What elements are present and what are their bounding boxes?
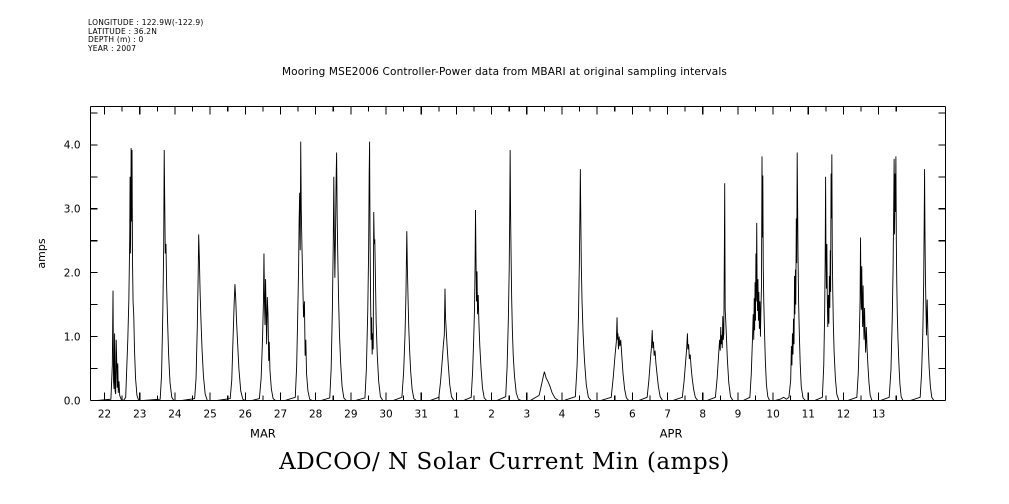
x-tick-label: 9 [735, 409, 742, 421]
x-tick-label: 6 [629, 409, 636, 421]
x-tick-label: 23 [133, 409, 146, 421]
x-tick-label: 24 [168, 409, 182, 421]
metadata-block: LONGITUDE : 122.9W(-122.9) LATITUDE : 36… [88, 18, 204, 53]
y-tick-label: 1.0 [64, 331, 81, 343]
x-tick-label: 25 [203, 409, 216, 421]
metadata-year: YEAR : 2007 [88, 43, 137, 53]
plot-frame [89, 105, 947, 402]
x-tick-label: 3 [523, 409, 530, 421]
x-tick-label: 31 [415, 409, 428, 421]
metadata-longitude: LONGITUDE : 122.9W(-122.9) [88, 18, 204, 27]
plot-caption: ADCOO/ N Solar Current Min (amps) [279, 449, 730, 475]
data-series-group [91, 141, 946, 402]
x-month-label: MAR [250, 427, 276, 441]
metadata-latitude: LATITUDE : 36.2N [88, 26, 158, 36]
x-month-label: APR [660, 427, 683, 441]
x-tick-label: 29 [344, 409, 357, 421]
x-tick-label: 10 [766, 409, 779, 421]
x-tick-label: 8 [699, 409, 706, 421]
x-tick-label: 28 [309, 409, 322, 421]
y-axis-title-text: amps [35, 238, 48, 268]
x-axis-month-labels: MAR APR [250, 427, 682, 441]
x-tick-label: 1 [453, 409, 460, 421]
x-tick-label: 2 [488, 409, 495, 421]
data-series-line [91, 141, 946, 402]
y-axis-tick-labels: 0.0 1.0 2.0 3.0 4.0 [64, 140, 81, 408]
chart-title: Mooring MSE2006 Controller-Power data fr… [281, 66, 728, 78]
x-tick-label: 13 [872, 409, 885, 421]
y-tick-label: 2.0 [64, 267, 81, 279]
y-axis-ticks [90, 112, 946, 402]
x-tick-label: 30 [379, 409, 392, 421]
x-tick-label: 4 [559, 409, 566, 421]
x-tick-label: 12 [837, 409, 850, 421]
metadata-depth: DEPTH (m) : 0 [88, 35, 144, 45]
y-tick-label: 3.0 [64, 204, 81, 216]
y-axis-title: amps [35, 238, 48, 268]
x-tick-label: 11 [802, 409, 815, 421]
y-tick-label: 4.0 [64, 140, 81, 152]
x-axis-tick-labels: 22 23 24 25 26 27 28 29 30 31 1 2 3 4 5 6 7 8 9 10 11 12 13 [98, 409, 885, 421]
x-tick-label: 7 [664, 409, 671, 421]
x-tick-label: 5 [594, 409, 601, 421]
x-tick-label: 26 [239, 409, 253, 421]
x-axis-ticks [104, 106, 897, 401]
x-tick-label: 22 [98, 409, 111, 421]
x-tick-label: 27 [274, 409, 287, 421]
y-tick-label: 0.0 [64, 395, 81, 407]
